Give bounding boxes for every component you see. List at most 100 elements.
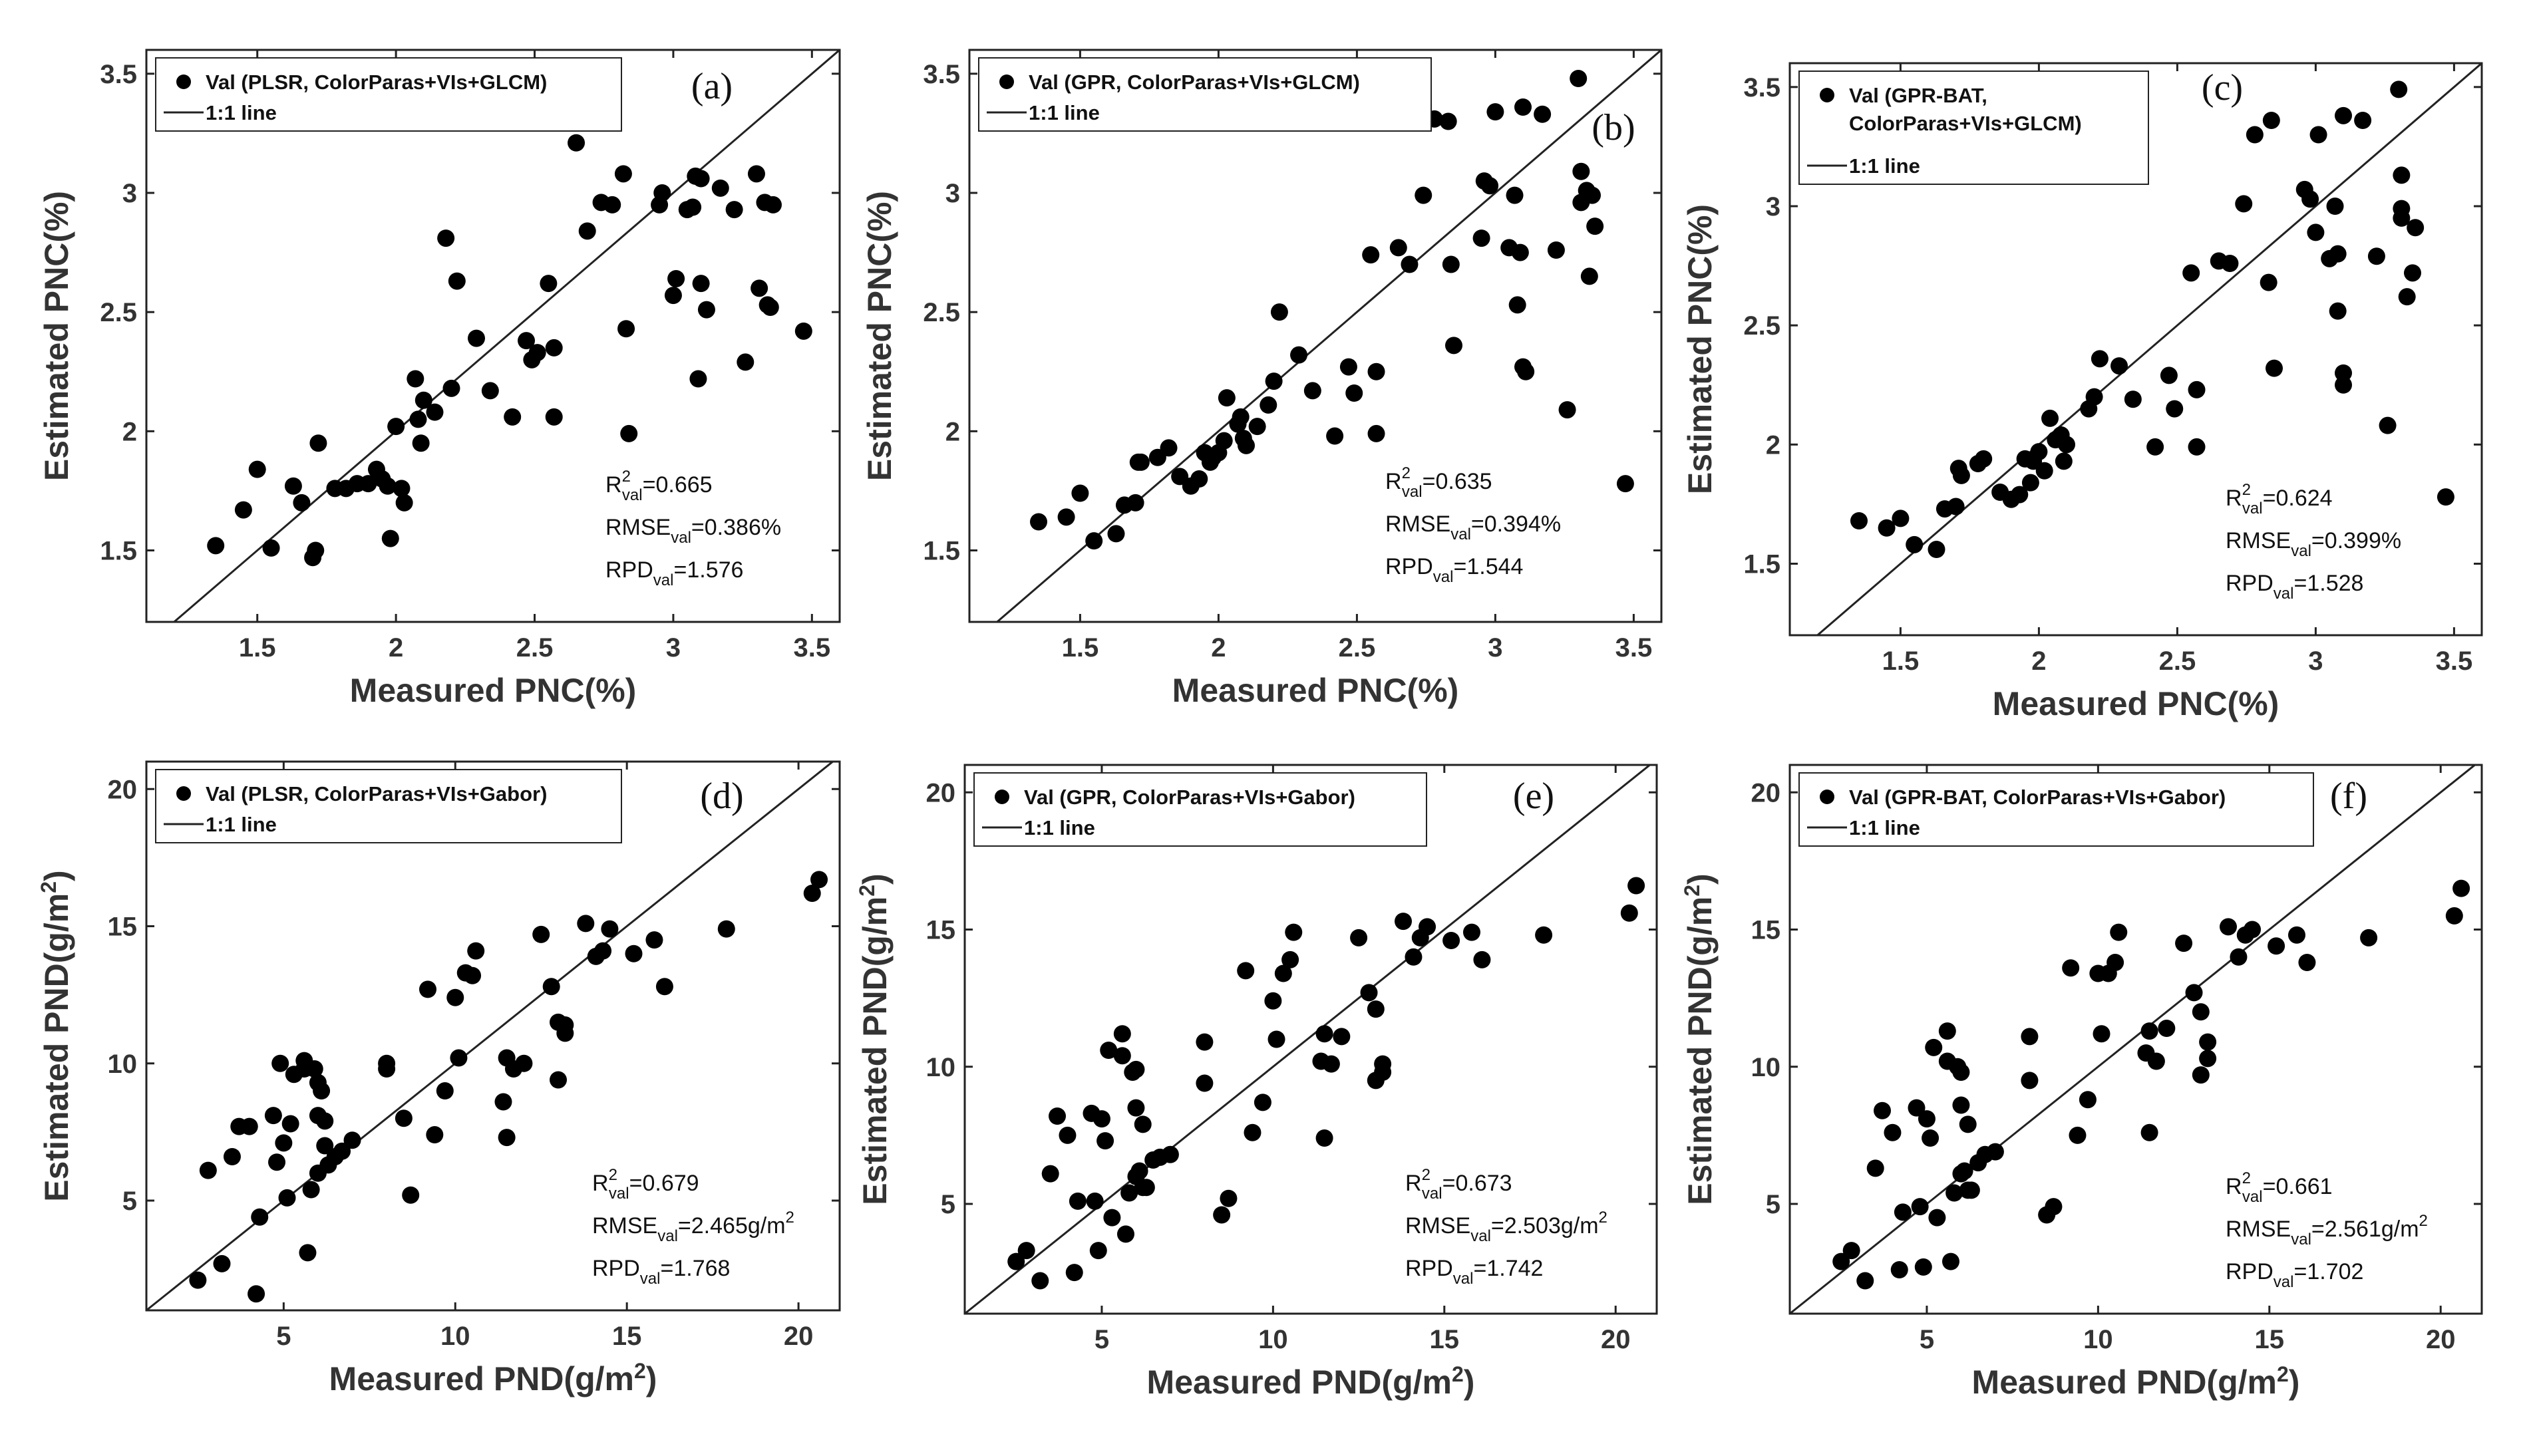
legend-marker <box>995 790 1009 804</box>
data-point <box>299 1244 317 1262</box>
x-tick-label: 5 <box>1920 1325 1934 1354</box>
data-point <box>1442 255 1460 273</box>
data-point <box>1473 950 1491 968</box>
data-point <box>1878 519 1896 537</box>
data-point <box>1914 1258 1932 1276</box>
data-point <box>2188 380 2206 398</box>
y-axis-label: Estimated PND(g/m2) <box>1680 873 1719 1205</box>
panel-label: (b) <box>1592 107 1635 148</box>
rmse-stat: RMSEval=2.561g/m2 <box>2226 1212 2428 1248</box>
data-point <box>395 494 413 511</box>
data-point <box>2287 926 2305 944</box>
legend-line-label: 1:1 line <box>206 101 277 124</box>
data-point <box>594 942 612 960</box>
y-axis-label: Estimated PND(g/m2) <box>37 870 75 1201</box>
data-point <box>1506 186 1524 204</box>
y-tick-label: 2 <box>1766 430 1780 460</box>
data-point <box>1196 1033 1214 1051</box>
data-point <box>653 184 671 202</box>
data-point <box>2079 1091 2097 1109</box>
data-point <box>1911 1198 1929 1216</box>
data-point <box>1065 1264 1083 1282</box>
data-point <box>1113 1047 1131 1065</box>
legend-line-label: 1:1 line <box>1849 154 1920 178</box>
data-point <box>2335 106 2352 124</box>
data-point <box>343 1131 361 1149</box>
data-point <box>1938 1022 1956 1040</box>
y-tick-label: 1.5 <box>1743 550 1780 579</box>
data-point <box>1093 1110 1110 1128</box>
y-tick-label: 15 <box>1751 916 1781 945</box>
data-point <box>1160 439 1178 457</box>
data-point <box>442 379 460 397</box>
data-point <box>2058 436 2075 454</box>
data-point <box>415 391 432 409</box>
data-point <box>1367 1000 1385 1018</box>
data-point <box>1908 1099 1926 1117</box>
data-point <box>2220 918 2238 936</box>
data-point <box>545 408 563 426</box>
x-tick-label: 15 <box>2255 1325 2285 1354</box>
data-point <box>1580 267 1598 285</box>
data-point <box>1894 1203 1912 1221</box>
data-point <box>1274 964 1292 982</box>
data-point <box>1345 384 1363 402</box>
r2-stat: R2 val=0.624 <box>2226 481 2333 517</box>
legend-box <box>978 57 1432 132</box>
y-tick-label: 2.5 <box>923 298 960 327</box>
panel-b: 1.5 2 2.5 3 3.5 1.5 2 2.5 3 3.5 Measured PNC(%) Est… <box>861 49 1663 709</box>
data-point <box>603 196 621 214</box>
data-point <box>2146 438 2164 456</box>
data-point <box>1439 112 1457 130</box>
data-point <box>1419 918 1436 936</box>
data-point <box>2185 984 2203 1002</box>
data-point <box>2030 443 2048 461</box>
y-tick-label: 20 <box>108 775 138 804</box>
data-point <box>1514 98 1532 116</box>
data-point <box>1059 1126 1077 1144</box>
data-point <box>1007 1252 1025 1270</box>
data-point <box>1290 346 1308 364</box>
data-point <box>2268 937 2285 955</box>
panel-label: (d) <box>700 776 743 817</box>
data-point <box>614 165 632 183</box>
rpd-stat: RPDval=1.702 <box>2226 1259 2363 1291</box>
legend-box <box>155 769 622 843</box>
legend-series-label: Val (PLSR, ColorParas+VIs+Gabor) <box>206 782 547 805</box>
x-tick-label: 10 <box>1258 1325 1288 1354</box>
data-point <box>711 179 729 197</box>
data-point <box>2246 126 2264 144</box>
x-tick-label: 3 <box>2308 647 2323 676</box>
data-point <box>1947 498 1965 515</box>
data-point <box>2404 264 2421 282</box>
x-tick-label: 15 <box>612 1322 642 1351</box>
y-axis-label: Estimated PND(g/m2) <box>855 873 894 1205</box>
data-point <box>2192 1066 2210 1084</box>
data-point <box>1517 363 1535 380</box>
data-point <box>248 460 266 478</box>
rpd-stat: RPDval=1.528 <box>2226 571 2363 603</box>
data-point <box>1333 1028 1351 1046</box>
x-tick-label: 3 <box>1488 633 1502 662</box>
x-tick-label: 5 <box>276 1322 291 1351</box>
data-point <box>1126 494 1144 511</box>
rmse-stat: RMSEval=0.394% <box>1385 511 1561 543</box>
legend-marker <box>1820 790 1834 804</box>
legend-marker <box>176 786 191 801</box>
data-point <box>2379 416 2397 434</box>
y-tick-label: 3.5 <box>923 60 960 89</box>
x-tick-label: 10 <box>2083 1325 2113 1354</box>
data-point <box>1127 1060 1145 1078</box>
data-point <box>2244 921 2262 939</box>
legend-box <box>1798 71 2149 185</box>
x-axis-label: Measured PND(g/m2) <box>329 1359 657 1397</box>
data-point <box>426 403 444 421</box>
data-point <box>407 370 424 388</box>
y-tick-label: 15 <box>108 913 138 942</box>
data-point <box>309 434 327 452</box>
data-point <box>1244 1123 1262 1141</box>
data-point <box>464 966 482 984</box>
data-point <box>1918 1110 1936 1128</box>
data-point <box>2069 1126 2087 1144</box>
data-point <box>528 344 546 362</box>
